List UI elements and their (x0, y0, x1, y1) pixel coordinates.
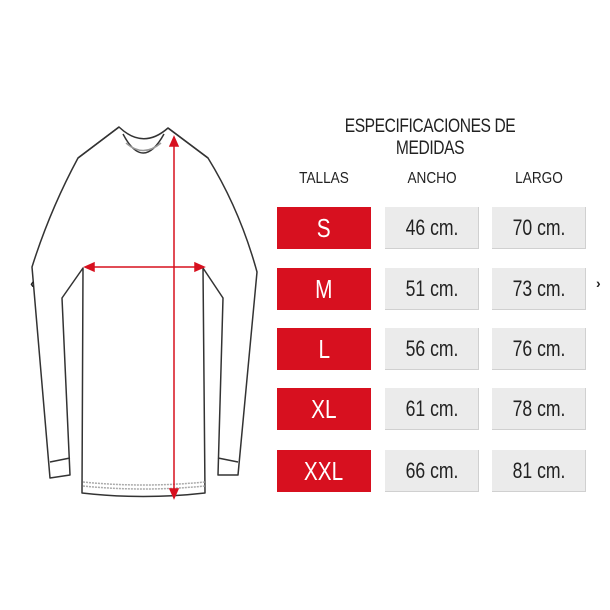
size-table-cell-width: 51 cm. (385, 268, 479, 310)
size-table-cell-size: XL (277, 388, 371, 430)
cell-text: 61 cm. (405, 396, 459, 421)
cell-text: 70 cm. (512, 215, 566, 240)
size-table-cell-width: 46 cm. (385, 207, 479, 249)
cell-text: M (315, 273, 333, 304)
size-table-cell-length: 78 cm. (492, 388, 586, 430)
size-table-cell-width: 61 cm. (385, 388, 479, 430)
size-table-cell-width: 56 cm. (385, 328, 479, 370)
size-table-cell-length: 73 cm. (492, 268, 586, 310)
header-length: LARGO (515, 170, 563, 187)
cell-text: 81 cm. (512, 458, 566, 483)
cell-text: XXL (304, 455, 344, 486)
size-table-cell-size: M (277, 268, 371, 310)
size-table-cell-length: 76 cm. (492, 328, 586, 370)
header-width: ANCHO (407, 170, 457, 187)
cell-text: 76 cm. (512, 336, 566, 361)
header-size: TALLAS (299, 170, 349, 187)
size-table-cell-size: S (277, 207, 371, 249)
cell-text: 78 cm. (512, 396, 566, 421)
cell-text: XL (311, 393, 337, 424)
size-table-cell-size: XXL (277, 450, 371, 492)
size-table-cell-size: L (277, 328, 371, 370)
cell-text: 66 cm. (405, 458, 459, 483)
cell-text: 46 cm. (405, 215, 459, 240)
shirt-diagram (31, 126, 258, 500)
next-image-button[interactable]: › (596, 275, 601, 291)
chart-title: ESPECIFICACIONES DE MEDIDAS (344, 116, 516, 159)
cell-text: L (318, 333, 330, 364)
shirt-outline (31, 126, 258, 498)
prev-image-button[interactable]: ‹ (30, 275, 35, 291)
size-table-cell-length: 81 cm. (492, 450, 586, 492)
cell-text: 56 cm. (405, 336, 459, 361)
cell-text: 73 cm. (512, 276, 566, 301)
size-table-cell-length: 70 cm. (492, 207, 586, 249)
size-table-cell-width: 66 cm. (385, 450, 479, 492)
cell-text: S (317, 212, 331, 243)
cell-text: 51 cm. (405, 276, 459, 301)
